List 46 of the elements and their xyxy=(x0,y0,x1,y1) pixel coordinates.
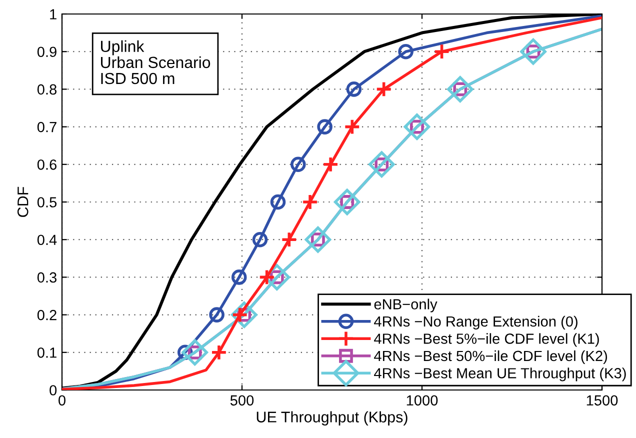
point xyxy=(317,119,332,134)
point xyxy=(344,118,360,136)
x-tick-label: 1000 xyxy=(406,395,438,406)
point xyxy=(258,268,276,286)
x-tick-label: 0 xyxy=(58,395,66,406)
point xyxy=(446,76,474,102)
point xyxy=(231,270,247,285)
y-tick-label: 0.4 xyxy=(37,234,57,246)
point xyxy=(520,38,546,65)
point xyxy=(346,82,362,97)
y-axis-title: CDF xyxy=(17,186,28,217)
point xyxy=(404,114,430,140)
point xyxy=(252,232,268,248)
point xyxy=(270,194,286,210)
point xyxy=(182,339,208,366)
y-tick-label: 0.3 xyxy=(37,272,56,283)
point xyxy=(209,307,224,322)
y-tick-label: 0.9 xyxy=(37,46,56,58)
point xyxy=(280,231,298,248)
legend-label: 4RNs −Best 5%−ile CDF level (K1) xyxy=(374,333,599,347)
point xyxy=(322,156,339,173)
y-tick-label: 0.2 xyxy=(37,310,56,320)
y-tick-label: 0.7 xyxy=(37,122,56,132)
annotation: Uplink Urban Scenario ISD 500 m xyxy=(101,40,210,84)
x-tick-label: 1500 xyxy=(586,395,618,406)
y-tick-label: 0.8 xyxy=(37,84,57,95)
legend-label: eNB−only xyxy=(374,298,438,312)
point xyxy=(433,43,450,60)
point xyxy=(210,344,228,361)
x-tick-label: 500 xyxy=(230,395,254,406)
point xyxy=(302,194,318,210)
y-tick-label: 0 xyxy=(50,385,57,396)
point xyxy=(334,188,360,216)
legend-label: 4RNs −Best 50%−ile CDF level (K2) xyxy=(374,350,608,364)
x-axis-title: UE Throughput (Kbps) xyxy=(256,411,408,426)
legend-label: 4RNs −No Range Extension (0) xyxy=(374,316,578,330)
point xyxy=(376,80,392,98)
point xyxy=(290,156,306,172)
point xyxy=(398,44,414,60)
y-tick-label: 0.6 xyxy=(37,160,56,170)
y-tick-label: 0.1 xyxy=(37,348,56,358)
legend-label: 4RNs −Best Mean UE Throughput (K3) xyxy=(374,368,626,382)
point xyxy=(304,226,332,253)
y-tick-label: 1 xyxy=(50,9,56,20)
y-tick-label: 0.5 xyxy=(37,197,57,208)
point xyxy=(368,151,395,178)
